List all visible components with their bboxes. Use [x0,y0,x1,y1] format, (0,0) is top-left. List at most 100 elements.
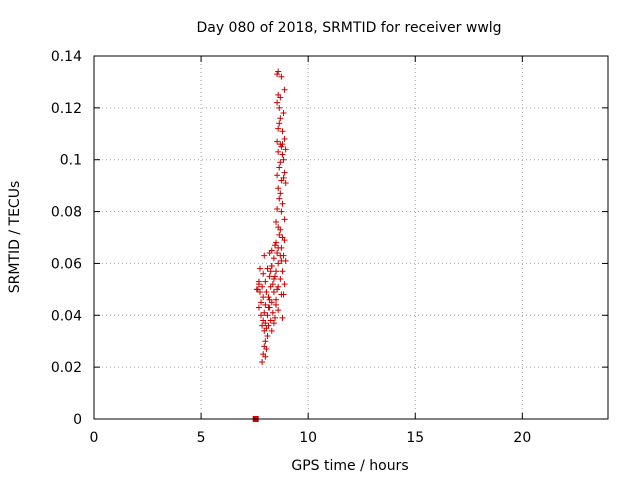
data-point [259,358,266,365]
data-point [261,327,268,334]
x-tick-label: 10 [299,430,317,446]
y-tick-label: 0.04 [51,308,82,324]
data-point [274,138,281,145]
data-point [280,156,287,163]
data-point [281,237,288,244]
plot-frame [93,55,609,420]
data-point [270,275,277,282]
data-point [275,283,282,290]
data-point [274,172,281,179]
grid [94,56,608,419]
data-point [270,288,277,295]
data-point [274,71,281,78]
data-point [273,268,280,275]
data-point [276,231,283,238]
data-point [275,260,282,267]
chart-title: Day 080 of 2018, SRMTID for receiver wwl… [196,20,501,36]
data-point [274,205,281,212]
y-axis-label: SRMTID / TECUs [7,181,23,294]
data-point [279,141,286,148]
data-point [277,190,284,197]
data-point [265,304,272,311]
data-point [276,164,283,171]
data-point [275,185,282,192]
data-point [282,146,289,153]
data-point [277,226,284,233]
data-point [271,273,278,280]
data-point [265,294,272,301]
y-axis: 0 0.02 0.04 0.06 0.08 0.1 0.12 0.14 [51,49,608,428]
data-point [279,151,286,158]
data-point [281,216,288,223]
data-point [268,327,275,334]
x-tick-label: 0 [90,430,99,446]
data-point [281,86,288,93]
data-point [277,159,284,166]
data-point [268,263,275,270]
y-tick-label: 0.14 [51,49,82,65]
data-point [267,268,274,275]
data-point [282,180,289,187]
data-point [271,242,278,249]
data-point [279,268,286,275]
data-point [262,278,269,285]
x-tick-label: 15 [406,430,424,446]
data-point [277,275,284,282]
data-point [277,252,284,259]
data-point [267,283,274,290]
data-point [276,195,283,202]
y-tick-label: 0.08 [51,205,82,221]
data-point [266,273,273,280]
data-point [281,135,288,142]
data-point [258,299,265,306]
data-point [274,250,281,257]
data-point [264,312,271,319]
data-point [276,120,283,127]
data-point [256,265,263,272]
data-point [262,320,269,327]
data-point [262,353,269,360]
data-point [275,125,282,132]
data-point [273,218,280,225]
data-point [273,239,280,246]
data-point [264,265,271,272]
data-point [270,320,277,327]
data-point [280,174,287,181]
data-point [256,288,263,295]
y-tick-label: 0.12 [51,101,82,117]
data-point [262,338,269,345]
y-tick-label: 0 [73,412,82,428]
data-point [267,317,274,324]
data-point [255,281,262,288]
data-points [252,68,289,422]
x-tick-label: 5 [197,430,206,446]
data-point [263,345,270,352]
data-point [281,281,288,288]
data-point [275,68,282,75]
data-point [277,115,284,122]
data-point [266,296,273,303]
data-point [270,255,277,262]
y-tick-label: 0.06 [51,256,82,272]
data-point [273,301,280,308]
data-point [262,301,269,308]
data-point [278,143,285,150]
data-point [273,296,280,303]
data-point [276,104,283,111]
data-point [261,252,268,259]
data-point [279,314,286,321]
data-point [253,286,260,293]
y-tick-label: 0.1 [60,153,82,169]
x-axis: 0 5 10 15 20 [90,56,531,446]
data-point [281,169,288,176]
data-point [279,200,286,207]
data-point [278,73,285,80]
data-point [258,312,265,319]
data-point [280,110,287,117]
data-point [274,99,281,106]
data-point [274,286,281,293]
data-point [255,304,262,311]
data-point [277,94,284,101]
data-point [269,309,276,316]
